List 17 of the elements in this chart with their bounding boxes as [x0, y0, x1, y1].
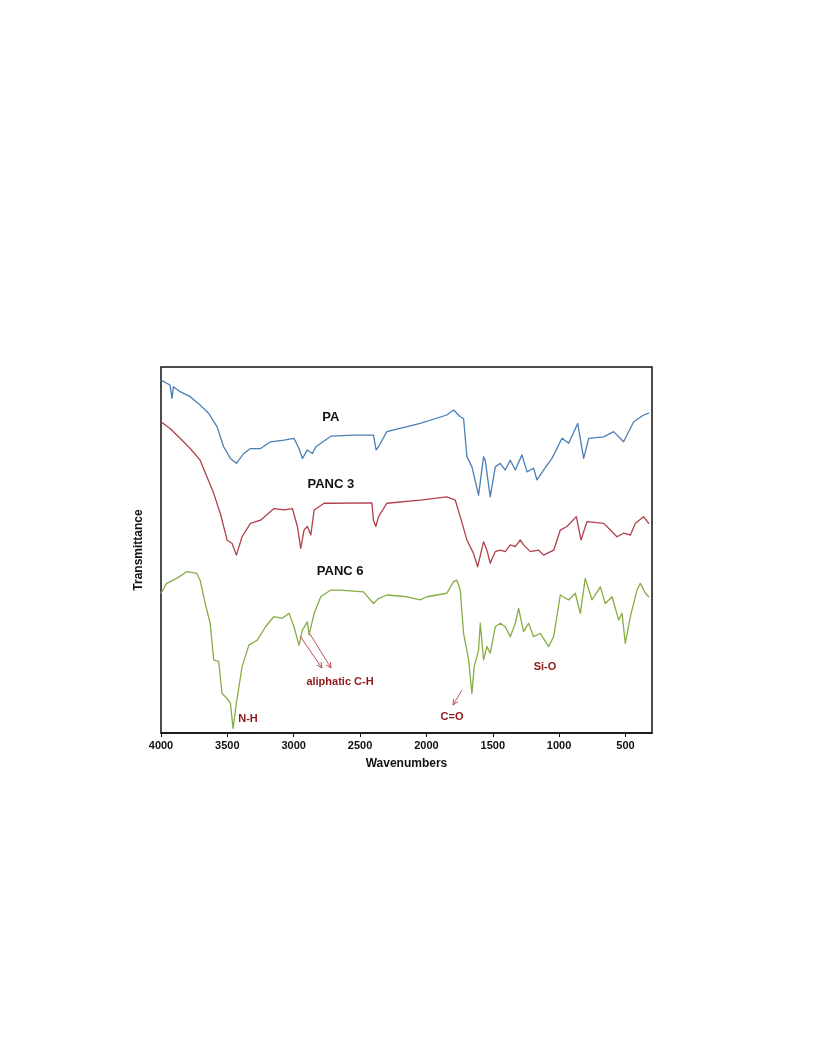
- x-tick-label: 1000: [546, 738, 572, 751]
- x-tick-label: 1500: [480, 738, 505, 751]
- x-tick-label: 4000: [148, 738, 174, 751]
- x-tick-label: 500: [616, 738, 635, 751]
- y-axis-title: Transmittance: [131, 509, 145, 591]
- annotation: Si-O: [533, 660, 557, 672]
- x-tick-label: 3000: [281, 738, 306, 751]
- x-tick-label: 2000: [414, 738, 439, 751]
- series-label: PANC 6: [316, 562, 364, 578]
- x-tick-label: 2500: [347, 738, 373, 751]
- annotation: N-H: [238, 712, 258, 724]
- annotation: aliphatic C-H: [306, 675, 374, 687]
- x-axis-title: Wavenumbers: [365, 756, 448, 770]
- series-label: PANC 3: [307, 475, 355, 491]
- series-label: PA: [322, 408, 341, 424]
- annotation: C=O: [440, 710, 464, 722]
- x-tick-label: 3500: [215, 738, 240, 751]
